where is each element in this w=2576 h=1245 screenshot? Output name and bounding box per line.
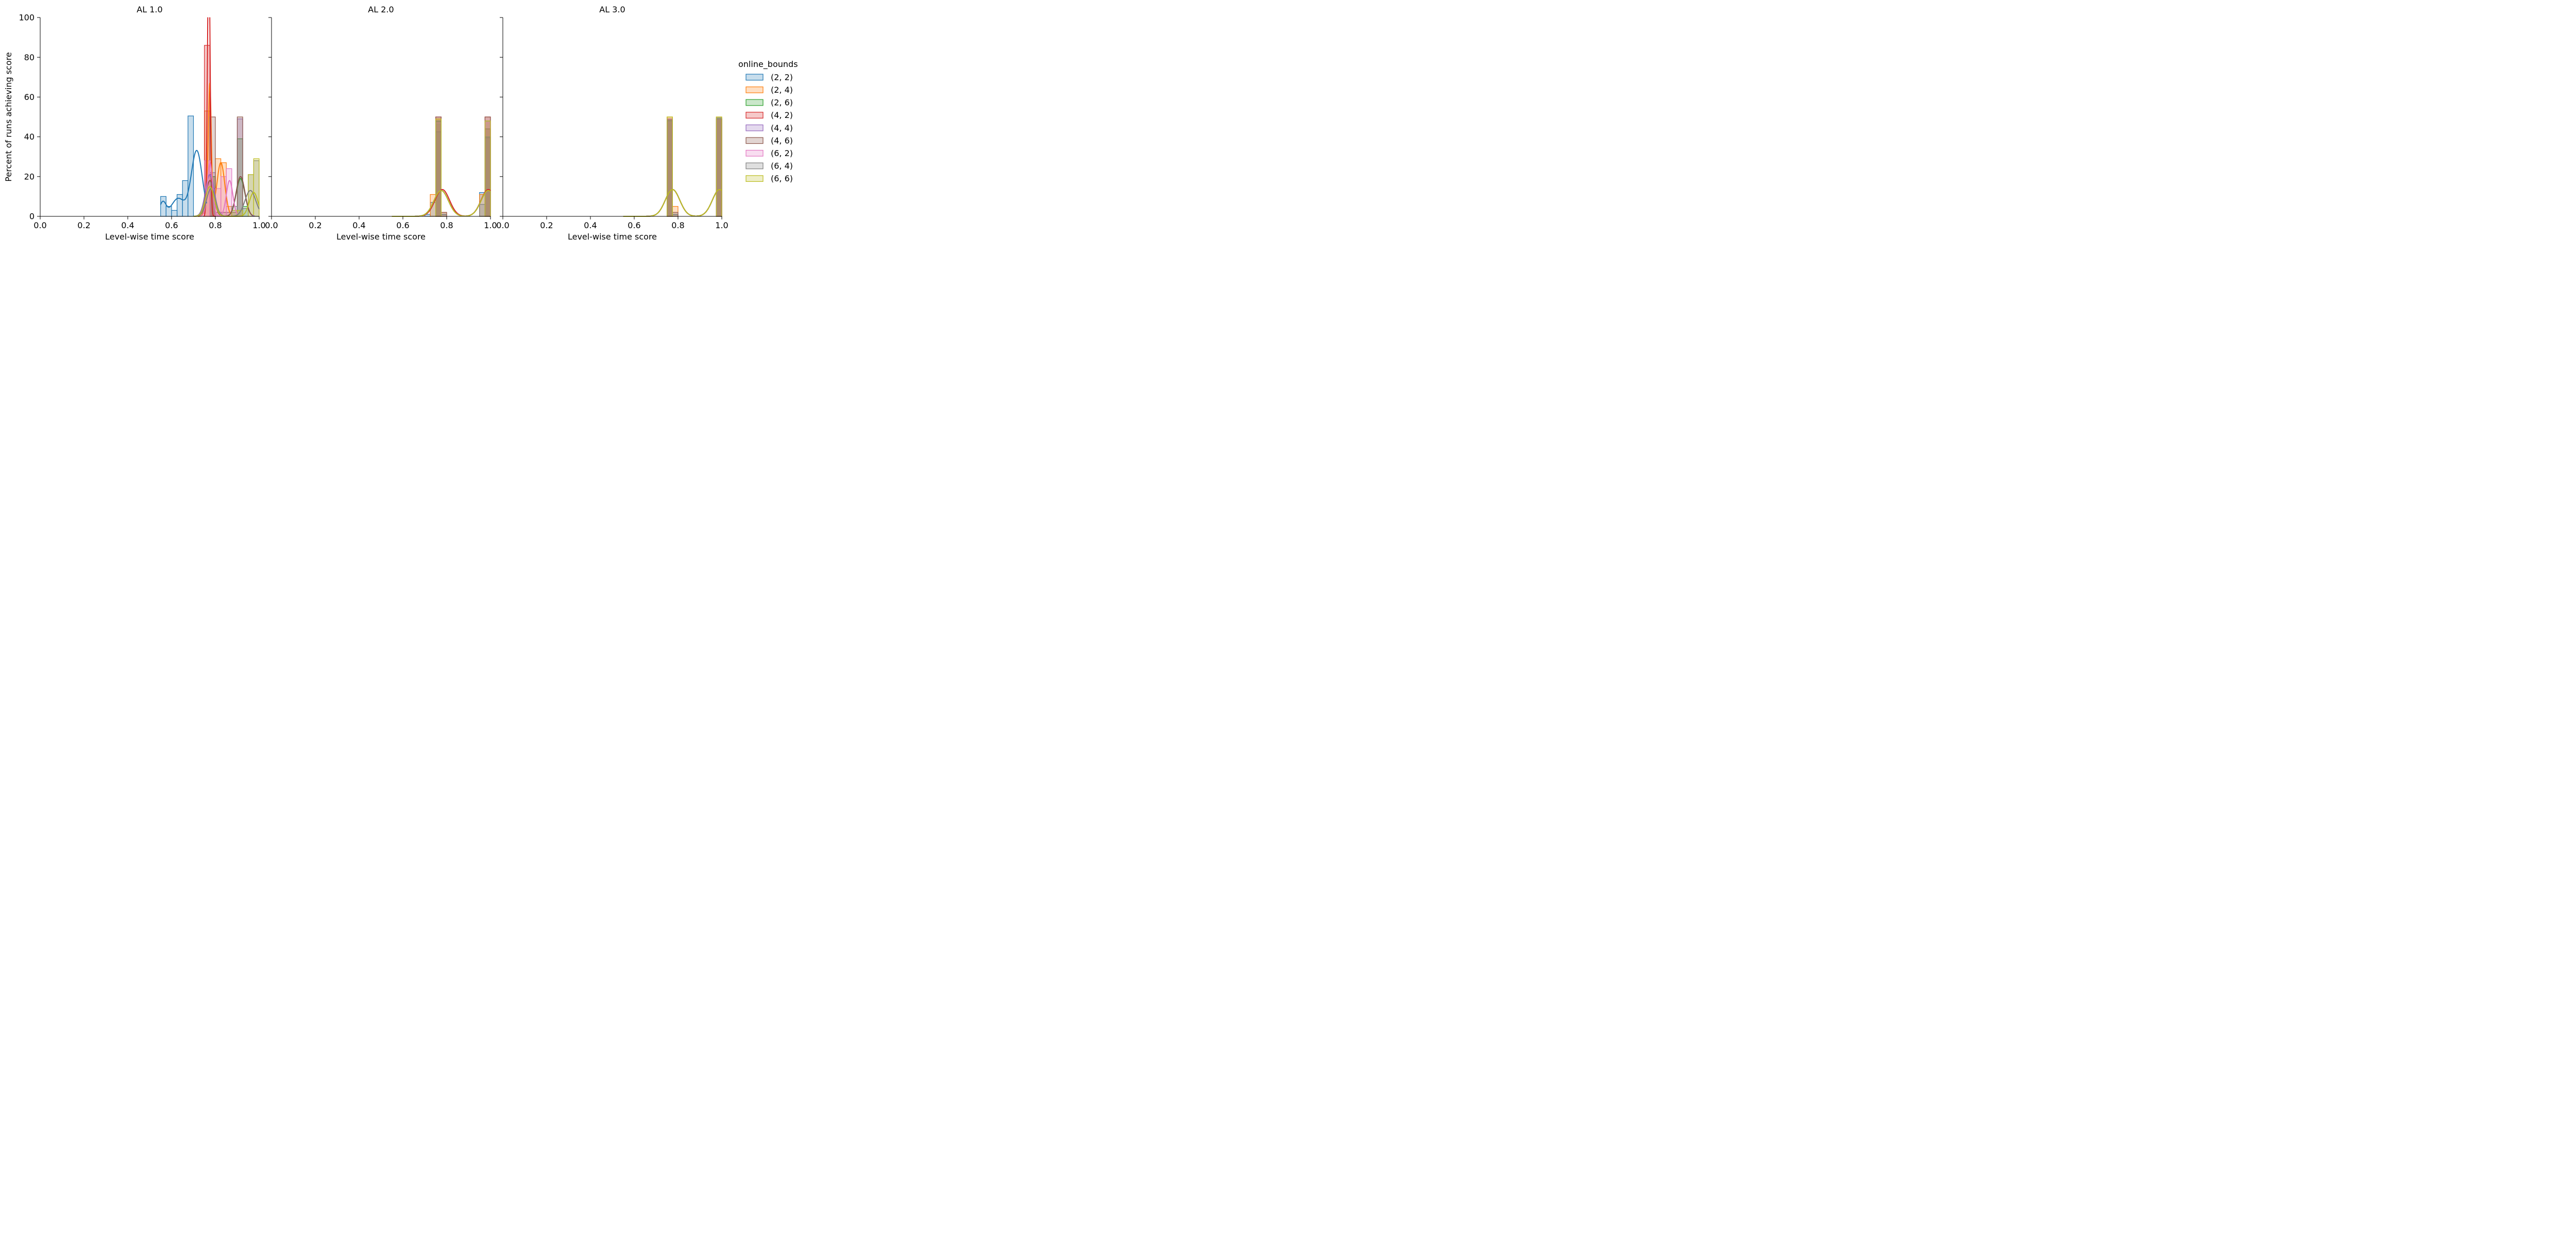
x-axis-label: Level-wise time score <box>336 232 426 242</box>
bar-6-6 <box>484 121 491 217</box>
x-tick-label: 0.0 <box>33 220 46 230</box>
y-tick-label: 100 <box>19 13 35 23</box>
bar-2-2 <box>160 196 166 217</box>
bar-2-2 <box>171 210 178 217</box>
y-tick-label: 80 <box>24 53 35 62</box>
panel-1: AL 1.0 0.0 0.2 0.4 0.6 0.8 1.0 0 20 40 60 80 100 Leve… <box>19 0 266 242</box>
x-tick-label: 0.2 <box>540 220 553 230</box>
x-tick-label: 0.0 <box>496 220 509 230</box>
x-tick-label: 0.4 <box>352 220 365 230</box>
panels-group: AL 1.0 0.0 0.2 0.4 0.6 0.8 1.0 0 20 40 60 80 100 Leve… <box>19 0 728 242</box>
x-axis-label: Level-wise time score <box>568 232 657 242</box>
legend-item-2-6: (2, 6) <box>745 98 793 108</box>
legend-label: (6, 6) <box>771 174 793 183</box>
bars-group <box>667 116 722 217</box>
x-tick-label: 0.4 <box>121 220 134 230</box>
x-tick-label: 0.6 <box>396 220 409 230</box>
x-axis-label: Level-wise time score <box>105 232 194 242</box>
legend-label: (4, 4) <box>771 123 793 133</box>
legend-item-2-2: (2, 2) <box>745 72 793 82</box>
bar-6-6 <box>435 118 442 217</box>
y-tick-label: 40 <box>24 132 35 142</box>
chart-figure: AL 1.0 0.0 0.2 0.4 0.6 0.8 1.0 0 20 40 60 80 100 Leve… <box>0 0 809 249</box>
legend-item-6-6: (6, 6) <box>745 174 793 183</box>
x-tick-label: 0.6 <box>628 220 640 230</box>
panel-title: AL 3.0 <box>599 5 625 14</box>
bar-6-6 <box>716 116 722 217</box>
x-tick-label: 0.6 <box>165 220 178 230</box>
legend-item-2-4: (2, 4) <box>745 85 793 95</box>
legend-swatch <box>745 112 764 119</box>
y-axis-label: Percent of runs achieving score <box>4 52 13 181</box>
legend-label: (6, 2) <box>771 148 793 158</box>
legend-label: (2, 4) <box>771 85 793 95</box>
legend-item-4-2: (4, 2) <box>745 110 793 120</box>
legend-item-4-6: (4, 6) <box>745 135 793 145</box>
legend-title: online_bounds <box>738 59 798 70</box>
y-tick-label: 60 <box>24 92 35 102</box>
legend-swatch <box>745 87 764 93</box>
bar-6-6 <box>667 116 673 217</box>
legend-swatch <box>745 124 764 131</box>
legend: online_bounds (2, 2) (2, 4) (2, 6) (4, 2) (4,… <box>738 59 798 183</box>
bar-4-6 <box>672 212 679 217</box>
legend-item-6-2: (6, 2) <box>745 148 793 158</box>
legend-label: (2, 6) <box>771 98 793 108</box>
legend-swatch <box>745 162 764 169</box>
x-tick-label: 0.8 <box>671 220 684 230</box>
x-tick-label: 0.8 <box>209 220 222 230</box>
x-tick-label: 1.0 <box>484 220 497 230</box>
histogram-chart: AL 1.0 0.0 0.2 0.4 0.6 0.8 1.0 0 20 40 60 80 100 Leve… <box>4 0 798 242</box>
panel-title: AL 2.0 <box>368 5 394 14</box>
legend-item-4-4: (4, 4) <box>745 123 793 133</box>
y-tick-label: 20 <box>24 172 35 181</box>
legend-label: (6, 4) <box>771 161 793 171</box>
plot-top-mask <box>36 0 263 18</box>
x-tick-label: 1.0 <box>252 220 265 230</box>
bar-6-4 <box>479 204 485 217</box>
bar-2-2 <box>165 206 172 217</box>
legend-label: (4, 2) <box>771 110 793 120</box>
legend-swatch <box>745 74 764 81</box>
kde-line-2-2 <box>160 150 207 208</box>
legend-item-6-4: (6, 4) <box>745 161 793 171</box>
legend-label: (2, 2) <box>771 72 793 82</box>
bar-4-6 <box>236 116 243 217</box>
panel-3: AL 3.0 0.0 0.2 0.4 0.6 0.8 1.0 Level-wise time … <box>496 0 728 242</box>
x-tick-label: 0.2 <box>309 220 321 230</box>
plot-top-mask <box>499 0 726 18</box>
x-tick-label: 0.8 <box>440 220 453 230</box>
x-tick-label: 0.2 <box>77 220 90 230</box>
panel-title: AL 1.0 <box>137 5 162 14</box>
legend-swatch <box>745 150 764 157</box>
x-tick-label: 0.4 <box>584 220 597 230</box>
legend-swatch <box>745 175 764 182</box>
x-tick-label: 1.0 <box>715 220 728 230</box>
bar-2-2 <box>177 194 183 217</box>
x-tick-label: 0.0 <box>265 220 278 230</box>
panel-2: AL 2.0 0.0 0.2 0.4 0.6 0.8 1.0 Level-wise time … <box>265 0 497 242</box>
legend-swatch <box>745 99 764 106</box>
legend-swatch <box>745 137 764 144</box>
bar-4-6 <box>440 212 447 217</box>
plot-top-mask <box>267 0 495 18</box>
legend-label: (4, 6) <box>771 135 793 145</box>
y-tick-label: 0 <box>29 212 35 221</box>
